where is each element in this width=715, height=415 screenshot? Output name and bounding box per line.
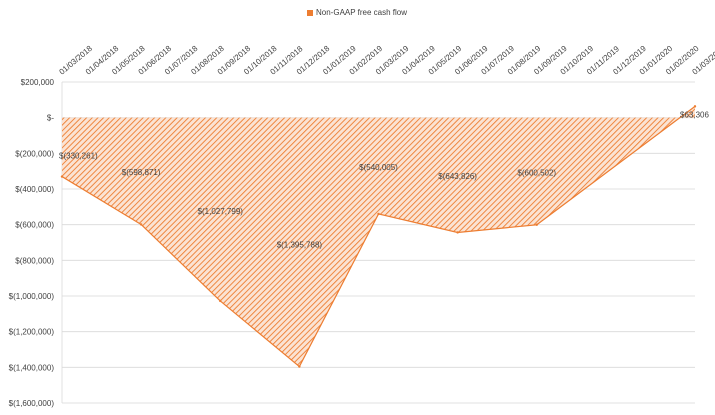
data-label: $63,306 xyxy=(680,111,709,120)
data-point xyxy=(219,299,222,303)
y-tick-label: $(600,000) xyxy=(15,221,54,230)
legend-swatch xyxy=(307,9,313,16)
data-label: $(540,005) xyxy=(359,163,398,172)
y-tick-label: $(200,000) xyxy=(15,149,54,158)
y-tick-label: $- xyxy=(47,114,54,123)
data-point xyxy=(139,223,143,226)
y-tick-label: $(1,200,000) xyxy=(9,328,55,337)
data-point xyxy=(535,223,538,226)
data-label: $(643,826) xyxy=(438,172,477,181)
data-point xyxy=(456,231,459,234)
data-label: $(600,502) xyxy=(517,168,556,177)
data-label: $(1,395,788) xyxy=(277,241,323,250)
chart-legend: Non-GAAP free cash flow xyxy=(307,8,407,17)
y-tick-label: $(1,000,000) xyxy=(9,292,55,301)
y-tick-label: $(1,400,000) xyxy=(9,363,55,372)
area-fill xyxy=(62,106,695,367)
data-point xyxy=(377,212,380,216)
data-label: $(330,261) xyxy=(59,151,98,160)
data-label: $(598,871) xyxy=(122,168,161,177)
data-label: $(1,027,799) xyxy=(198,207,244,216)
data-point xyxy=(60,175,64,178)
y-tick-label: $(400,000) xyxy=(15,185,54,194)
data-point xyxy=(298,365,301,368)
y-tick-label: $200,000 xyxy=(21,78,55,87)
y-tick-label: $(1,600,000) xyxy=(9,399,55,408)
y-tick-label: $(800,000) xyxy=(15,256,54,265)
data-point xyxy=(693,105,697,108)
legend-label: Non-GAAP free cash flow xyxy=(316,8,408,17)
series-line xyxy=(61,105,696,368)
